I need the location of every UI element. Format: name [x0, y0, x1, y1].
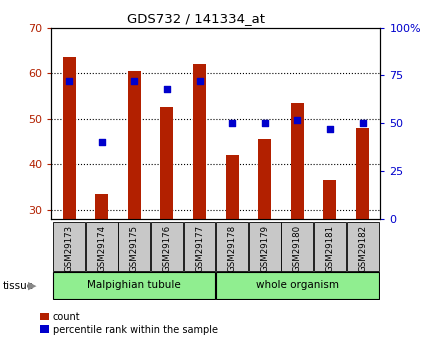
Legend: count, percentile rank within the sample: count, percentile rank within the sample	[36, 308, 222, 338]
Text: GDS732 / 141334_at: GDS732 / 141334_at	[127, 12, 265, 25]
Bar	[356, 128, 369, 219]
Point	[65, 78, 73, 84]
Bar	[128, 71, 141, 219]
FancyBboxPatch shape	[53, 272, 215, 299]
Text: whole organism: whole organism	[256, 280, 339, 290]
FancyBboxPatch shape	[216, 272, 379, 299]
Bar	[291, 103, 304, 219]
Bar	[258, 139, 271, 219]
Point	[131, 78, 138, 84]
Text: GSM29177: GSM29177	[195, 225, 204, 273]
Text: GSM29181: GSM29181	[325, 225, 335, 273]
Point	[229, 120, 236, 126]
Text: GSM29174: GSM29174	[97, 225, 106, 273]
Text: GSM29178: GSM29178	[228, 225, 237, 273]
Bar	[63, 57, 76, 219]
Bar	[324, 180, 336, 219]
Point	[196, 78, 203, 84]
Point	[359, 120, 366, 126]
Text: GSM29179: GSM29179	[260, 225, 269, 272]
Point	[326, 126, 333, 132]
Point	[261, 120, 268, 126]
Point	[163, 86, 170, 92]
FancyBboxPatch shape	[118, 222, 150, 271]
Text: GSM29180: GSM29180	[293, 225, 302, 273]
Bar	[226, 155, 239, 219]
Text: tissue: tissue	[2, 281, 33, 290]
FancyBboxPatch shape	[53, 222, 85, 271]
FancyBboxPatch shape	[347, 222, 379, 271]
Bar	[95, 194, 108, 219]
Point	[98, 140, 105, 145]
FancyBboxPatch shape	[216, 222, 248, 271]
Bar	[193, 64, 206, 219]
FancyBboxPatch shape	[183, 222, 215, 271]
Text: Malpighian tubule: Malpighian tubule	[87, 280, 181, 290]
FancyBboxPatch shape	[151, 222, 183, 271]
FancyBboxPatch shape	[249, 222, 281, 271]
Text: GSM29182: GSM29182	[358, 225, 367, 273]
Text: GSM29176: GSM29176	[162, 225, 171, 273]
FancyBboxPatch shape	[314, 222, 346, 271]
Bar	[160, 107, 174, 219]
Text: GSM29175: GSM29175	[130, 225, 139, 273]
Text: ▶: ▶	[28, 281, 36, 290]
Point	[294, 117, 301, 122]
Text: GSM29173: GSM29173	[65, 225, 73, 273]
FancyBboxPatch shape	[86, 222, 117, 271]
FancyBboxPatch shape	[281, 222, 313, 271]
